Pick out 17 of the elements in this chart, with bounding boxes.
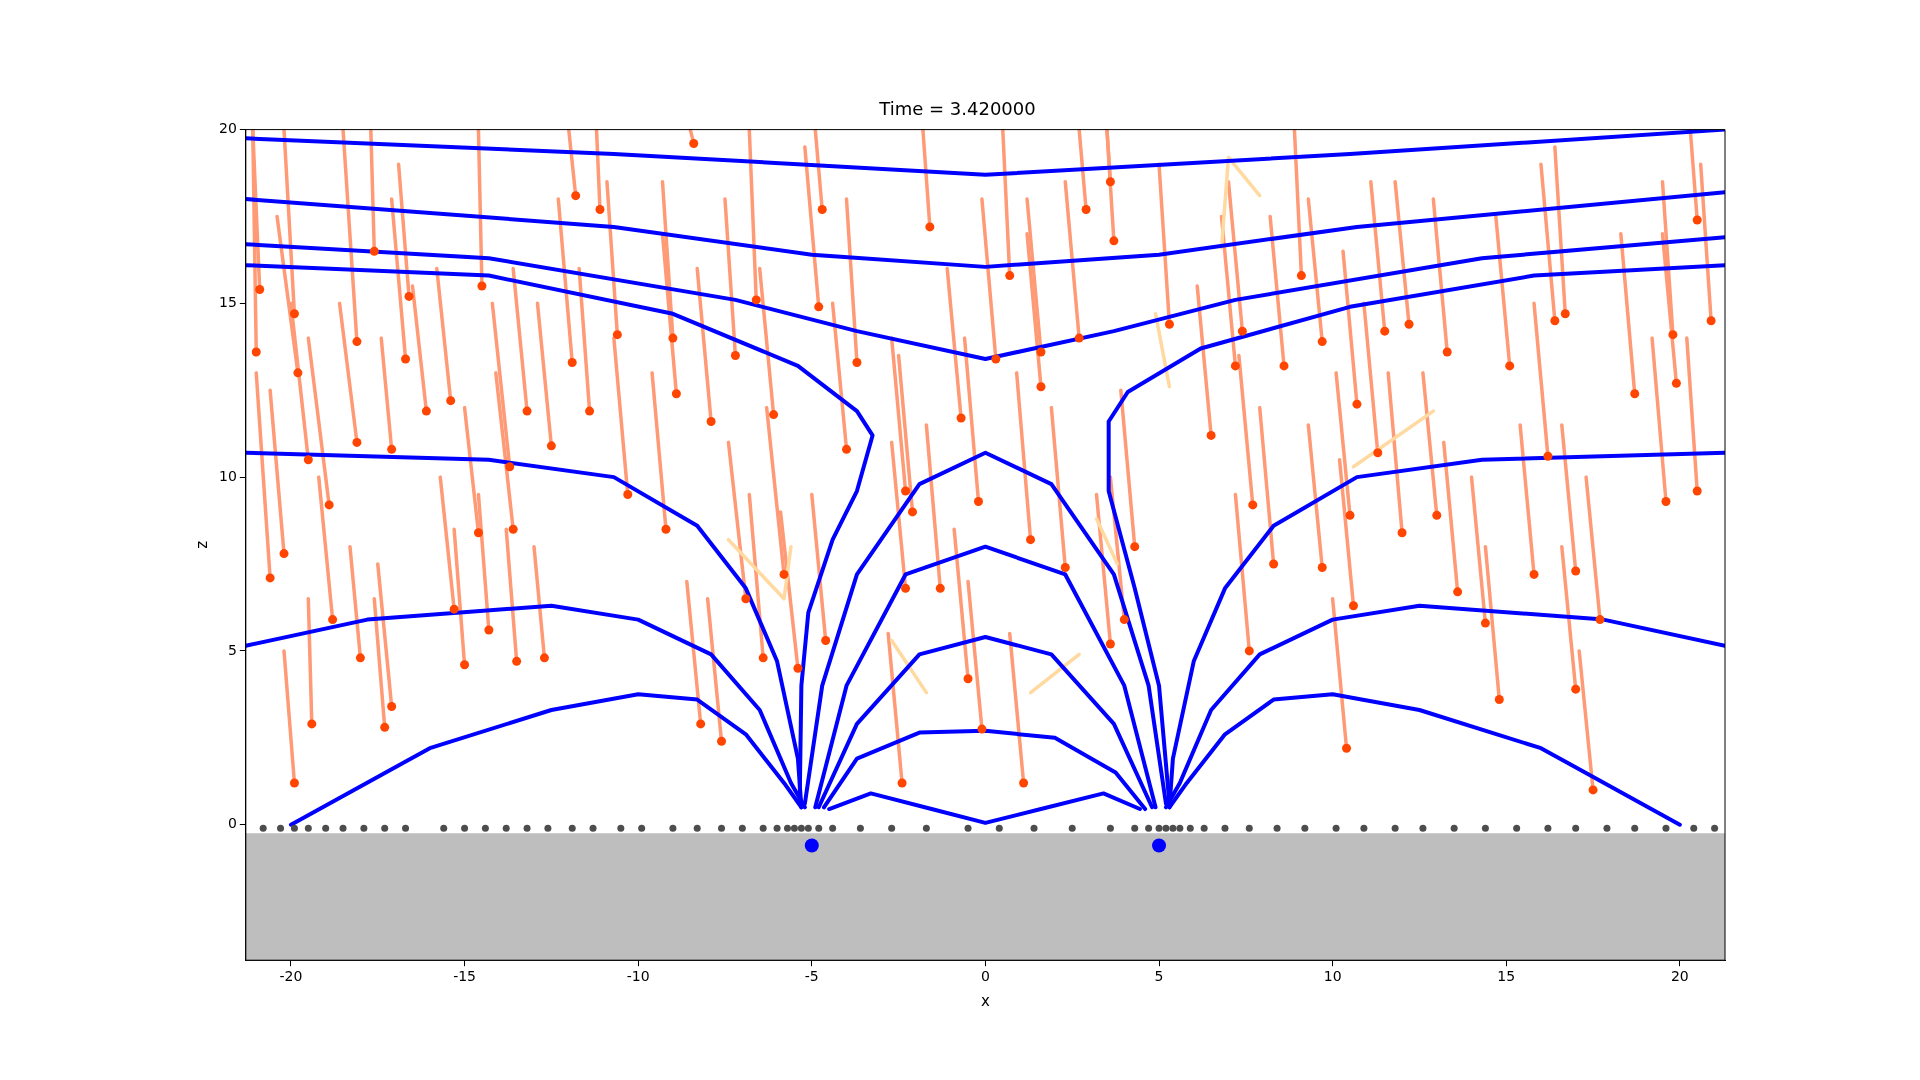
x-tick-label: -10 — [626, 968, 650, 985]
x-tick-label: -15 — [453, 968, 476, 985]
y-tick-label: 10 — [218, 467, 237, 484]
x-tick-label: 15 — [1497, 968, 1516, 985]
y-tick-label: 15 — [218, 294, 237, 311]
x-axis-title: x — [980, 991, 990, 1010]
x-tick-label: -5 — [804, 968, 819, 985]
y-tick-label: 0 — [227, 815, 237, 832]
y-axis-title: z — [192, 540, 211, 549]
x-tick-label: 10 — [1323, 968, 1342, 985]
x-tick-label: 0 — [980, 968, 990, 985]
y-tick-label: 20 — [218, 120, 237, 137]
x-tick-label: -20 — [279, 968, 303, 985]
y-tick-label: 5 — [227, 641, 237, 658]
x-tick-label: 20 — [1670, 968, 1689, 985]
x-tick-label: 5 — [1154, 968, 1164, 985]
chart-title: Time = 3.420000 — [878, 98, 1036, 120]
